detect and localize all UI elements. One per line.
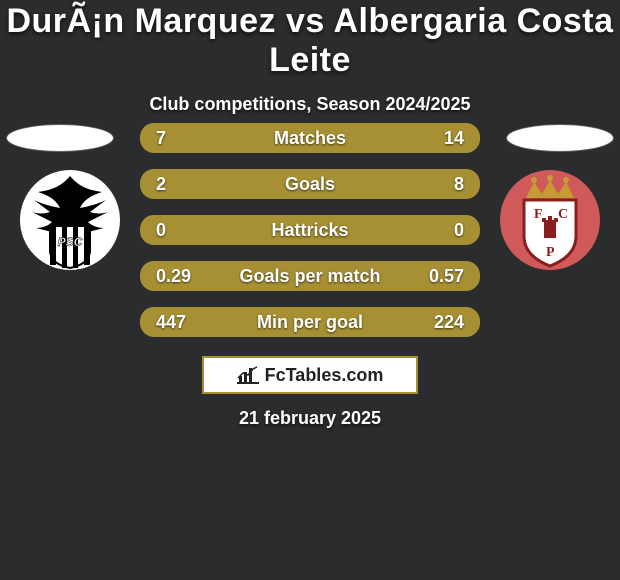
stat-value-left: 0.29: [156, 266, 191, 287]
shadow-ellipse-left: [6, 124, 114, 152]
team-crest-right: F C P: [500, 170, 600, 270]
svg-text:C: C: [558, 207, 568, 222]
stat-value-left: 7: [156, 128, 166, 149]
stat-label: Goals: [142, 174, 478, 195]
bar-chart-icon: [237, 366, 259, 384]
stat-value-left: 447: [156, 312, 186, 333]
stat-row: 7Matches14: [140, 123, 480, 153]
crest-left-text: PSC: [58, 235, 83, 249]
page-title: DurÃ¡n Marquez vs Albergaria Costa Leite: [0, 0, 620, 80]
shadow-ellipse-right: [506, 124, 614, 152]
stat-label: Goals per match: [142, 266, 478, 287]
stat-value-right: 14: [444, 128, 464, 149]
infographic-canvas: DurÃ¡n Marquez vs Albergaria Costa Leite…: [0, 0, 620, 580]
brand-text: FcTables.com: [265, 365, 384, 386]
stat-label: Hattricks: [142, 220, 478, 241]
date-text: 21 february 2025: [0, 408, 620, 429]
stat-value-right: 0.57: [429, 266, 464, 287]
brand-plaque: FcTables.com: [202, 356, 418, 394]
stat-value-right: 8: [454, 174, 464, 195]
stat-label: Min per goal: [142, 312, 478, 333]
stat-value-right: 224: [434, 312, 464, 333]
stat-row: 2Goals8: [140, 169, 480, 199]
stat-value-left: 2: [156, 174, 166, 195]
page-subtitle: Club competitions, Season 2024/2025: [0, 94, 620, 115]
stat-value-left: 0: [156, 220, 166, 241]
stat-label: Matches: [142, 128, 478, 149]
svg-text:P: P: [546, 245, 555, 260]
brand-plaque-wrap: FcTables.com: [0, 356, 620, 394]
stat-row: 447Min per goal224: [140, 307, 480, 337]
svg-text:F: F: [534, 207, 543, 222]
stat-value-right: 0: [454, 220, 464, 241]
team-crest-left: PSC: [20, 170, 120, 270]
stat-rows: 7Matches14 2Goals8 0Hattricks0 0.29Goals pe…: [140, 123, 480, 337]
stat-row: 0.29Goals per match0.57: [140, 261, 480, 291]
stat-row: 0Hattricks0: [140, 215, 480, 245]
